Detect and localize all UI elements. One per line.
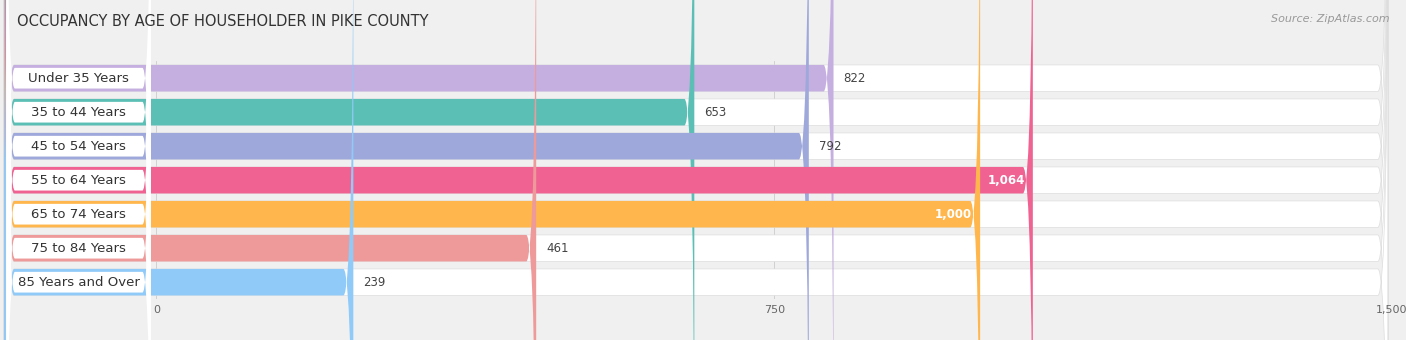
FancyBboxPatch shape xyxy=(7,0,150,340)
Text: Under 35 Years: Under 35 Years xyxy=(28,72,129,85)
Text: 792: 792 xyxy=(818,140,841,153)
FancyBboxPatch shape xyxy=(7,0,150,340)
Text: 1,064: 1,064 xyxy=(987,174,1025,187)
FancyBboxPatch shape xyxy=(4,0,353,340)
Text: 65 to 74 Years: 65 to 74 Years xyxy=(31,208,127,221)
Text: 85 Years and Over: 85 Years and Over xyxy=(18,276,139,289)
FancyBboxPatch shape xyxy=(4,0,1388,340)
FancyBboxPatch shape xyxy=(4,0,1033,340)
FancyBboxPatch shape xyxy=(4,0,1388,340)
FancyBboxPatch shape xyxy=(7,0,150,340)
FancyBboxPatch shape xyxy=(7,0,150,340)
FancyBboxPatch shape xyxy=(4,0,1388,340)
Text: 55 to 64 Years: 55 to 64 Years xyxy=(31,174,127,187)
FancyBboxPatch shape xyxy=(4,0,808,340)
Text: 653: 653 xyxy=(704,106,727,119)
Text: 461: 461 xyxy=(546,242,568,255)
FancyBboxPatch shape xyxy=(4,0,536,340)
Text: 75 to 84 Years: 75 to 84 Years xyxy=(31,242,127,255)
FancyBboxPatch shape xyxy=(7,0,150,340)
FancyBboxPatch shape xyxy=(4,0,1388,340)
FancyBboxPatch shape xyxy=(4,0,1388,340)
FancyBboxPatch shape xyxy=(4,0,834,340)
Text: Source: ZipAtlas.com: Source: ZipAtlas.com xyxy=(1271,14,1389,23)
FancyBboxPatch shape xyxy=(7,0,150,340)
FancyBboxPatch shape xyxy=(4,0,695,340)
Text: 239: 239 xyxy=(363,276,385,289)
Text: 35 to 44 Years: 35 to 44 Years xyxy=(31,106,127,119)
FancyBboxPatch shape xyxy=(7,0,150,340)
Text: 45 to 54 Years: 45 to 54 Years xyxy=(31,140,127,153)
FancyBboxPatch shape xyxy=(4,0,1388,340)
Text: 1,000: 1,000 xyxy=(935,208,972,221)
Text: 822: 822 xyxy=(844,72,866,85)
FancyBboxPatch shape xyxy=(4,0,980,340)
FancyBboxPatch shape xyxy=(4,0,1388,340)
Text: OCCUPANCY BY AGE OF HOUSEHOLDER IN PIKE COUNTY: OCCUPANCY BY AGE OF HOUSEHOLDER IN PIKE … xyxy=(17,14,429,29)
